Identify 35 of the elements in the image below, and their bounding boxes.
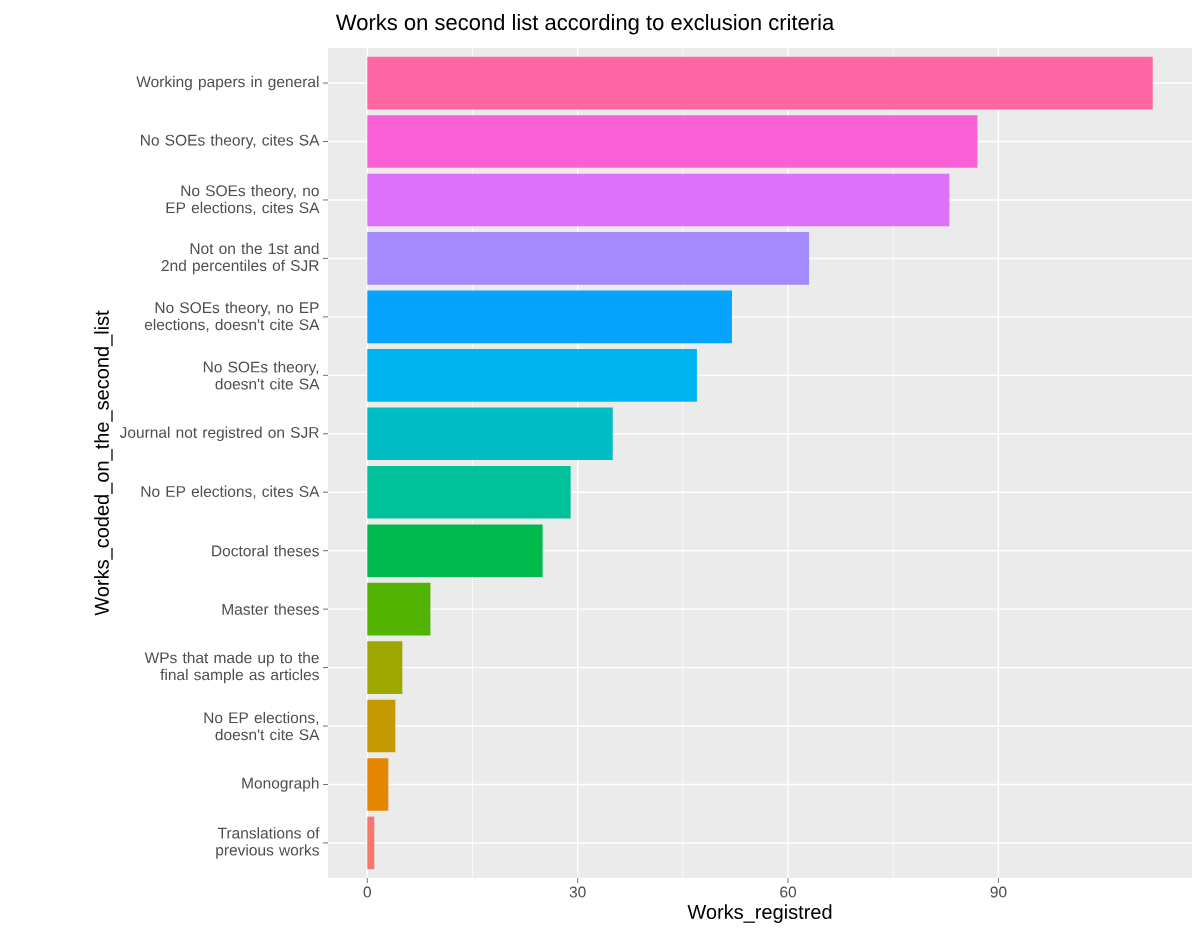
- y-tick-label: No SOEs theory, cites SA: [141, 134, 320, 149]
- y-tick-label: No SOEs theory, doesn't cite SA: [203, 361, 320, 390]
- bar: [367, 290, 732, 344]
- y-tick-label: Monograph: [242, 777, 319, 792]
- y-tick-label: Working papers in general: [136, 75, 319, 91]
- bar: [367, 582, 431, 636]
- bar: [367, 816, 375, 870]
- x-tick-label: 0: [363, 886, 371, 898]
- x-tick-label: 30: [569, 886, 586, 898]
- bar: [367, 524, 543, 577]
- y-tick-label: WPs that made up to the final sample as articles: [144, 651, 319, 684]
- y-tick-label: No EP elections, doesn't cite SA: [204, 711, 320, 741]
- y-tick-label: Master theses: [222, 603, 319, 615]
- y-tick-label: Doctoral theses: [212, 544, 319, 557]
- x-tick-label: 60: [780, 886, 797, 898]
- y-tick-label: No SOEs theory, no EP elections, cites SA: [166, 184, 320, 216]
- bar: [367, 173, 950, 227]
- y-tick-label: No SOEs theory, no EP elections, doesn't cite SA: [144, 301, 320, 332]
- bar: [367, 349, 697, 402]
- bar: [367, 232, 810, 285]
- bar: [367, 641, 403, 694]
- y-tick-label: Translations of previous works: [216, 827, 320, 859]
- y-axis-title: Works_coded_on_the_second_list: [94, 310, 113, 616]
- y-tick-label: Journal not registred on SJR: [119, 426, 319, 442]
- bar: [367, 115, 978, 168]
- y-tick-label: No EP elections, cites SA: [141, 485, 320, 499]
- bar: [367, 699, 396, 753]
- bar: [367, 465, 571, 519]
- bar: [367, 407, 613, 461]
- bar: [367, 56, 1153, 110]
- chart-title: Works on second list according to exclusion criteria: [335, 14, 835, 35]
- y-tick-label: Not on the 1st and 2nd percentiles of SJR: [161, 242, 319, 275]
- x-axis-title: Works_registred: [687, 904, 832, 923]
- x-tick-label: 90: [990, 886, 1007, 898]
- bar: [367, 758, 389, 811]
